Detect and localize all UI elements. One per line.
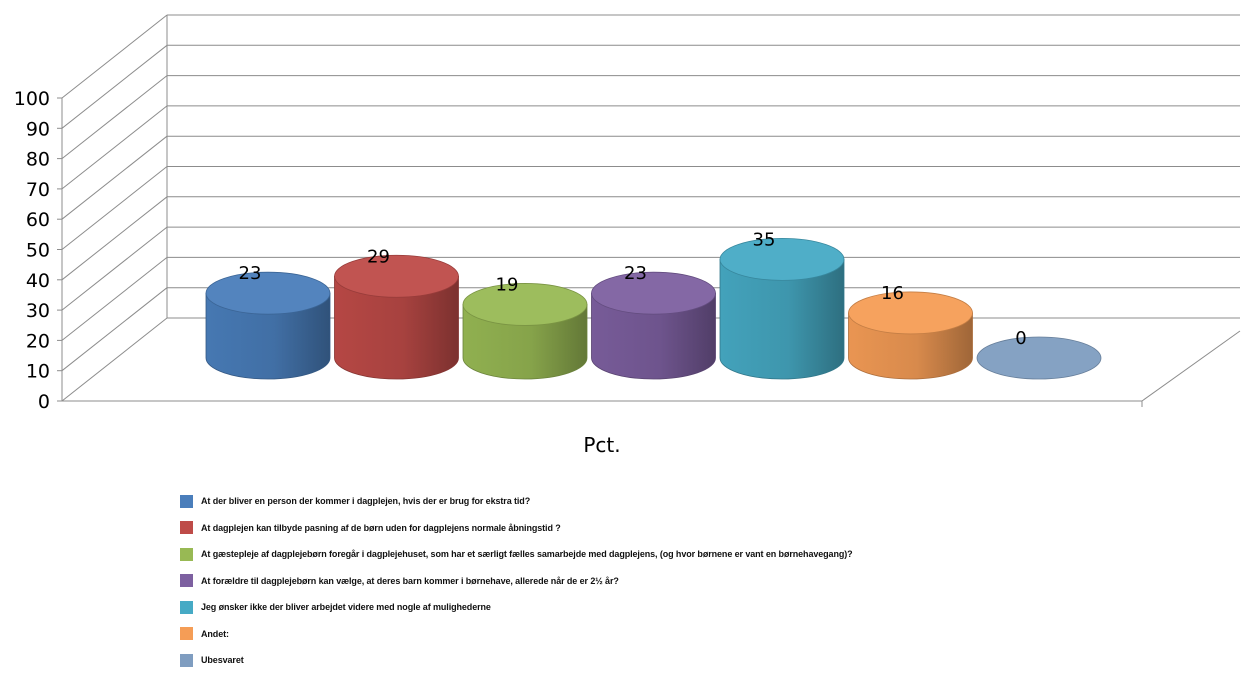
legend-item: At der bliver en person der kommer i dag… bbox=[180, 488, 1230, 515]
bar-body bbox=[591, 292, 716, 380]
y-tick-label: 60 bbox=[26, 209, 50, 231]
y-tick-label: 90 bbox=[26, 118, 50, 140]
bar-3 bbox=[462, 283, 588, 380]
data-label: 19 bbox=[496, 274, 519, 295]
legend-label: At gæstepleje af dagplejebørn foregår i … bbox=[201, 549, 853, 560]
legend-swatch bbox=[180, 574, 193, 588]
bar-top bbox=[848, 291, 973, 335]
y-tick-label: 80 bbox=[26, 149, 50, 171]
bar-body bbox=[719, 258, 845, 380]
gridline-diagonal bbox=[61, 257, 168, 341]
bar-top bbox=[205, 271, 331, 315]
legend-label: At forældre til dagplejebørn kan vælge, … bbox=[201, 575, 619, 586]
gridline-diagonal bbox=[61, 44, 168, 129]
legend-swatch bbox=[180, 627, 193, 641]
y-tick-label: 100 bbox=[14, 88, 50, 110]
chart-legend: At der bliver en person der kommer i dag… bbox=[180, 488, 1230, 674]
gridline-diagonal bbox=[61, 14, 168, 99]
gridline-diagonal bbox=[61, 135, 168, 220]
gridline-diagonal bbox=[61, 105, 168, 190]
y-tick-label: 30 bbox=[26, 300, 50, 322]
legend-label: At dagplejen kan tilbyde pasning af de b… bbox=[201, 522, 561, 533]
legend-swatch bbox=[180, 600, 193, 614]
data-labels: 23 29 19 23 35 16 0 bbox=[239, 229, 1027, 349]
floor-right-edge bbox=[1141, 330, 1241, 402]
legend-item: At gæstepleje af dagplejebørn foregår i … bbox=[180, 541, 1230, 568]
bar-top bbox=[976, 336, 1102, 380]
legend-item: Andet: bbox=[180, 621, 1230, 648]
y-tick-label: 50 bbox=[26, 240, 50, 262]
legend-label: Jeg ønsker ikke der bliver arbejdet vide… bbox=[201, 602, 491, 613]
bar-top bbox=[591, 271, 716, 315]
gridline-diagonal bbox=[61, 226, 168, 311]
y-tick-label: 0 bbox=[38, 391, 50, 413]
chart-grid bbox=[61, 14, 1241, 407]
data-label: 29 bbox=[367, 246, 390, 267]
gridline-diagonal bbox=[61, 287, 168, 372]
data-label: 23 bbox=[624, 263, 647, 284]
bar-top bbox=[334, 254, 459, 298]
chart-bars bbox=[205, 237, 1102, 380]
bar-5 bbox=[719, 237, 845, 380]
data-label: 0 bbox=[1015, 328, 1026, 349]
bar-6 bbox=[848, 291, 973, 380]
data-label: 35 bbox=[753, 229, 776, 250]
gridline-diagonal bbox=[61, 166, 168, 250]
gridline-diagonal bbox=[61, 75, 168, 159]
bar-body bbox=[205, 292, 331, 380]
bar-1 bbox=[205, 271, 331, 380]
gridline-diagonal bbox=[61, 196, 168, 281]
y-tick-label: 40 bbox=[26, 270, 50, 292]
bar-top bbox=[719, 237, 845, 281]
legend-swatch bbox=[180, 494, 193, 508]
bar-2 bbox=[334, 254, 459, 380]
y-tick-label: 70 bbox=[26, 179, 50, 201]
gridline-diagonal bbox=[61, 317, 168, 402]
legend-swatch bbox=[180, 521, 193, 535]
bar-7 bbox=[976, 336, 1102, 380]
legend-item: At forældre til dagplejebørn kan vælge, … bbox=[180, 568, 1230, 595]
legend-swatch bbox=[180, 547, 193, 561]
legend-item: Ubesvaret bbox=[180, 647, 1230, 674]
y-axis-ticks: 0 10 20 30 40 50 60 70 80 90 100 bbox=[14, 88, 62, 413]
legend-label: Andet: bbox=[201, 628, 229, 639]
legend-label: At der bliver en person der kommer i dag… bbox=[201, 496, 531, 507]
data-label: 16 bbox=[881, 283, 904, 304]
legend-item: Jeg ønsker ikke der bliver arbejdet vide… bbox=[180, 594, 1230, 621]
data-label: 23 bbox=[239, 263, 262, 284]
bar-top bbox=[462, 283, 588, 326]
y-tick-label: 20 bbox=[26, 330, 50, 352]
bar-chart: 0 10 20 30 40 50 60 70 80 90 100 23 29 19 23 35 16 0 Pct… bbox=[14, 14, 1241, 457]
legend-item: At dagplejen kan tilbyde pasning af de b… bbox=[180, 515, 1230, 542]
x-axis-label: Pct. bbox=[583, 433, 620, 457]
bar-body bbox=[334, 275, 459, 380]
legend-swatch bbox=[180, 653, 193, 667]
bar-4 bbox=[591, 271, 716, 380]
y-tick-label: 10 bbox=[26, 361, 50, 383]
